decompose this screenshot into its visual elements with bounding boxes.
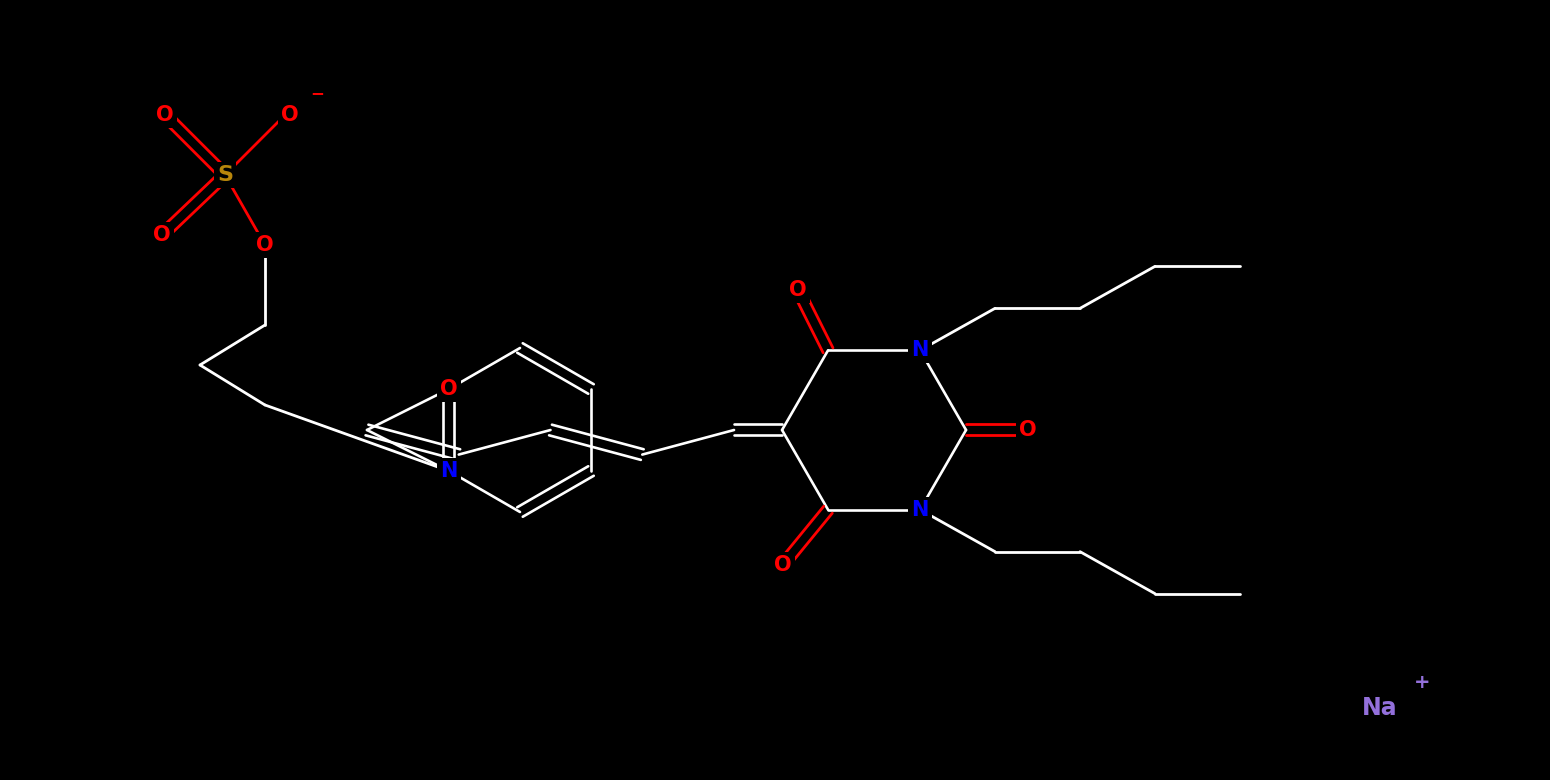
Text: N: N (440, 461, 457, 481)
Text: N: N (911, 500, 928, 519)
Text: N: N (911, 340, 928, 360)
Text: +: + (1414, 672, 1431, 692)
Text: O: O (281, 105, 299, 125)
Text: O: O (789, 280, 808, 300)
Text: O: O (440, 379, 457, 399)
Text: O: O (153, 225, 170, 245)
Text: O: O (256, 235, 274, 255)
Text: S: S (217, 165, 232, 185)
Text: O: O (157, 105, 174, 125)
Text: −: − (310, 84, 324, 102)
Text: O: O (1020, 420, 1037, 440)
Text: Na: Na (1362, 696, 1398, 720)
Text: O: O (775, 555, 792, 575)
